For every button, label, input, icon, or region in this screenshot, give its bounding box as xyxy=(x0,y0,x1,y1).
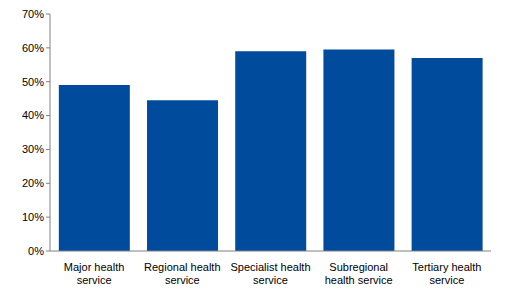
svg-text:Major healthservice: Major healthservice xyxy=(64,261,125,286)
svg-text:20%: 20% xyxy=(22,177,44,189)
svg-text:Specialist healthservice: Specialist healthservice xyxy=(230,261,310,286)
svg-text:0%: 0% xyxy=(28,245,44,257)
svg-text:70%: 70% xyxy=(22,8,44,20)
svg-text:30%: 30% xyxy=(22,143,44,155)
svg-text:50%: 50% xyxy=(22,76,44,88)
svg-text:Subregionalhealth service: Subregionalhealth service xyxy=(325,261,393,286)
svg-text:Tertiary healthservice: Tertiary healthservice xyxy=(412,261,481,286)
svg-text:Regional healthservice: Regional healthservice xyxy=(144,261,220,286)
svg-text:10%: 10% xyxy=(22,211,44,223)
svg-text:40%: 40% xyxy=(22,109,44,121)
svg-text:60%: 60% xyxy=(22,42,44,54)
